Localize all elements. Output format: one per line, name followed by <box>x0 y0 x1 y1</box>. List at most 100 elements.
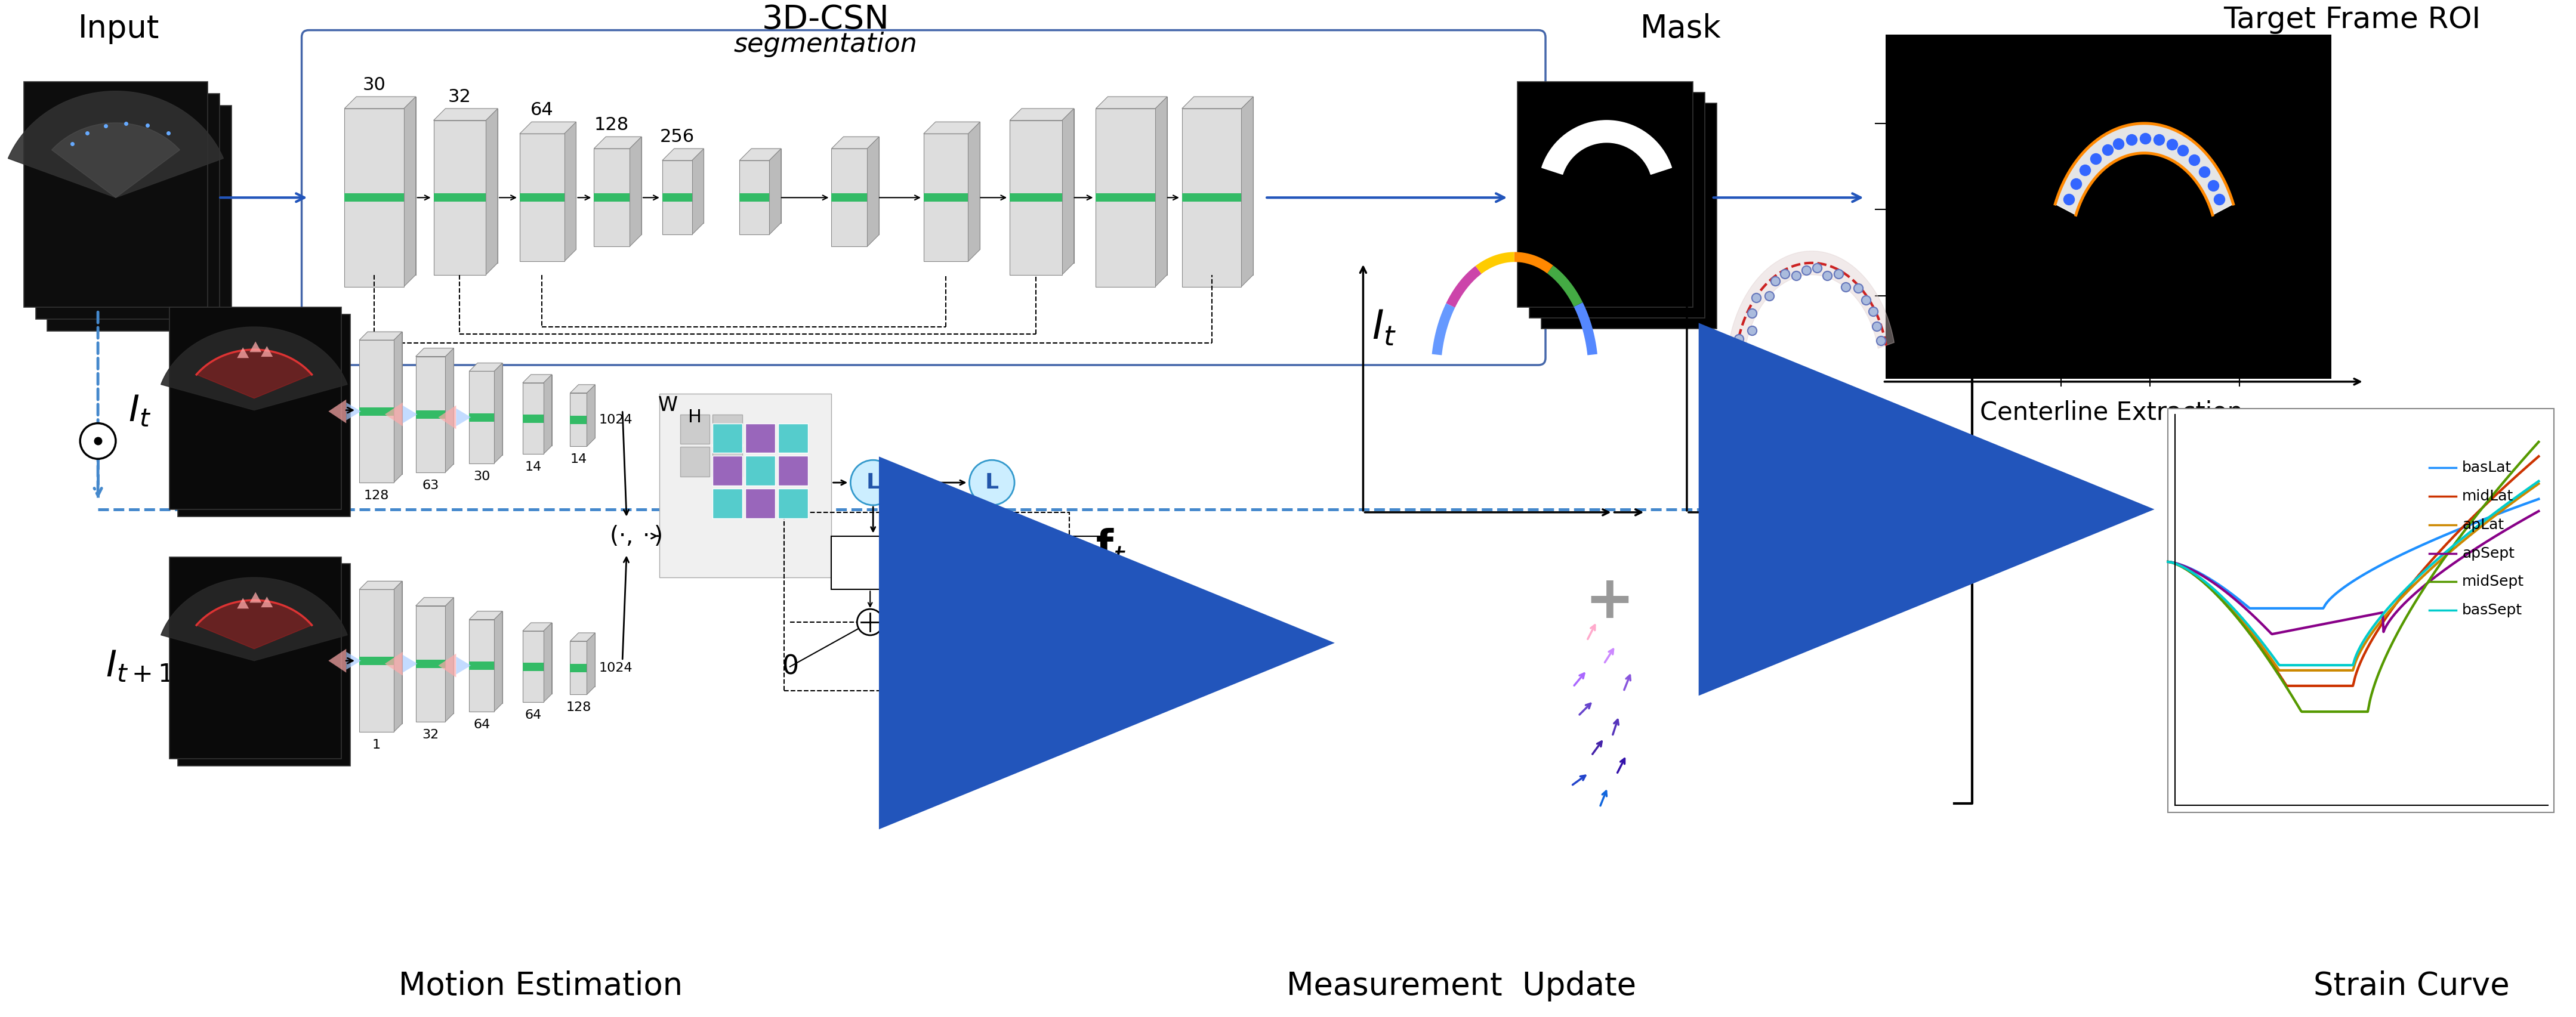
Polygon shape <box>531 622 551 694</box>
Bar <box>832 193 868 201</box>
Bar <box>358 407 394 416</box>
Polygon shape <box>446 348 453 472</box>
Bar <box>832 148 868 246</box>
Polygon shape <box>595 136 641 148</box>
Text: 14: 14 <box>526 461 541 473</box>
Text: W: W <box>659 396 677 415</box>
Text: Mask: Mask <box>1641 13 1721 44</box>
Polygon shape <box>752 148 781 223</box>
Polygon shape <box>1540 120 1672 174</box>
Bar <box>415 356 446 472</box>
Text: $(\cdot, \cdot)$: $(\cdot, \cdot)$ <box>608 525 662 548</box>
Text: Target Frame ROI: Target Frame ROI <box>2223 5 2481 34</box>
Polygon shape <box>456 409 471 426</box>
Text: $I_t$: $I_t$ <box>1370 308 1396 348</box>
Text: 14: 14 <box>569 454 587 466</box>
Polygon shape <box>402 655 417 672</box>
Polygon shape <box>1010 109 1074 120</box>
Polygon shape <box>196 350 312 399</box>
Polygon shape <box>693 148 703 235</box>
Polygon shape <box>1023 109 1074 263</box>
Text: +: + <box>1584 573 1636 631</box>
Bar <box>714 488 742 519</box>
Bar <box>744 488 775 519</box>
Text: $I_t$: $I_t$ <box>129 394 152 429</box>
Bar <box>523 414 544 423</box>
Polygon shape <box>446 109 497 263</box>
Polygon shape <box>580 633 595 686</box>
Bar <box>1010 193 1061 201</box>
Polygon shape <box>368 581 402 724</box>
Polygon shape <box>327 400 345 423</box>
Polygon shape <box>564 122 577 261</box>
Bar <box>778 488 809 519</box>
Polygon shape <box>2056 123 2233 215</box>
Polygon shape <box>569 384 595 393</box>
Circle shape <box>935 609 961 636</box>
Bar <box>595 193 629 201</box>
FancyBboxPatch shape <box>301 31 1546 365</box>
Bar <box>1095 193 1154 201</box>
Polygon shape <box>438 406 456 429</box>
Bar <box>415 606 446 722</box>
Text: Strain Curve: Strain Curve <box>2313 970 2509 1002</box>
Bar <box>783 513 1069 691</box>
Bar <box>909 536 987 590</box>
Polygon shape <box>345 403 361 420</box>
Text: Input: Input <box>77 13 160 44</box>
Polygon shape <box>469 363 502 371</box>
Polygon shape <box>580 384 595 438</box>
Bar <box>469 619 495 712</box>
Polygon shape <box>544 622 551 703</box>
Bar <box>778 456 809 485</box>
Polygon shape <box>477 363 502 455</box>
Polygon shape <box>523 622 551 632</box>
Bar <box>680 447 711 477</box>
Text: $I_{t+1}$: $I_{t+1}$ <box>106 649 173 684</box>
Text: 1024: 1024 <box>598 662 634 674</box>
Polygon shape <box>739 148 781 161</box>
Text: L: L <box>984 473 999 493</box>
Text: ○ ○ ○: ○ ○ ○ <box>1064 554 1123 572</box>
Polygon shape <box>587 384 595 446</box>
Polygon shape <box>495 363 502 464</box>
Bar <box>2169 409 2555 813</box>
Polygon shape <box>160 578 348 661</box>
Polygon shape <box>260 346 273 357</box>
Bar <box>178 564 350 766</box>
Bar <box>469 661 495 669</box>
Circle shape <box>1054 609 1079 636</box>
Polygon shape <box>495 611 502 712</box>
Polygon shape <box>446 598 453 722</box>
Text: midLat: midLat <box>2463 489 2514 503</box>
Polygon shape <box>531 122 577 249</box>
Text: 128: 128 <box>595 116 629 133</box>
Polygon shape <box>384 652 402 675</box>
Polygon shape <box>469 611 502 619</box>
Text: $\{\ z_k\ \}$: $\{\ z_k\ \}$ <box>1965 492 2063 527</box>
Text: 64: 64 <box>474 719 489 730</box>
Bar <box>520 134 564 261</box>
Bar <box>1182 193 1242 201</box>
Text: 256: 256 <box>659 128 696 145</box>
Polygon shape <box>160 326 348 410</box>
Bar <box>178 314 350 517</box>
Bar <box>469 413 495 421</box>
Text: $t_{next}$: $t_{next}$ <box>914 513 951 530</box>
Bar <box>951 536 1028 590</box>
Circle shape <box>858 609 884 636</box>
Bar <box>662 193 693 201</box>
Polygon shape <box>368 332 402 474</box>
Polygon shape <box>327 649 345 672</box>
Polygon shape <box>523 374 551 382</box>
Bar <box>714 423 742 453</box>
Text: 128: 128 <box>567 702 590 714</box>
Polygon shape <box>569 633 595 641</box>
Polygon shape <box>1182 97 1255 109</box>
Polygon shape <box>1193 97 1255 275</box>
Polygon shape <box>402 406 417 423</box>
Bar <box>469 371 495 464</box>
Polygon shape <box>425 348 453 464</box>
Polygon shape <box>969 122 979 261</box>
Text: basSept: basSept <box>2463 603 2522 617</box>
